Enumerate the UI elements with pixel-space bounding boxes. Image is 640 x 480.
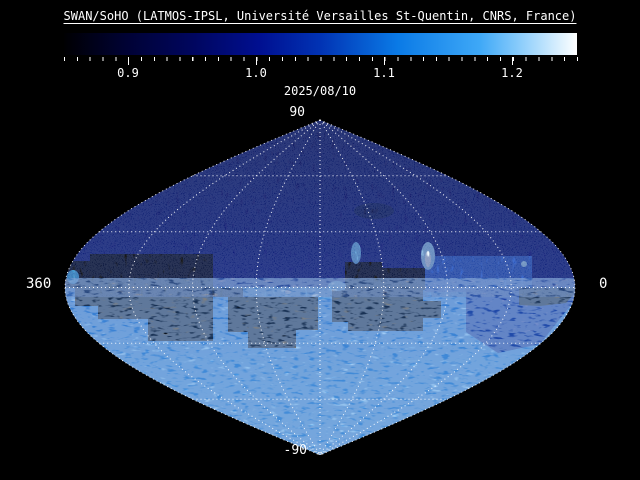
meridian-line xyxy=(319,119,449,456)
longitude-label-right: 0 xyxy=(599,276,608,292)
meridian-line xyxy=(319,119,576,456)
colorbar-tick-label: 1.2 xyxy=(501,66,523,80)
colorbar-major-tick xyxy=(384,57,385,65)
latitude-label-south: -90 xyxy=(283,443,307,458)
colorbar-tick-label: 1.0 xyxy=(245,66,267,80)
meridian-line xyxy=(319,119,512,456)
meridian-line xyxy=(191,119,321,456)
colorbar-major-tick xyxy=(512,57,513,65)
meridian-line xyxy=(319,119,385,456)
colorbar-tick-label: 0.9 xyxy=(117,66,139,80)
latitude-label-north: 90 xyxy=(289,105,305,120)
meridian-line xyxy=(255,119,321,456)
colorbar xyxy=(64,33,577,55)
graticule xyxy=(64,119,576,456)
colorbar-major-tick xyxy=(128,57,129,65)
colorbar-minor-ticks xyxy=(64,57,578,61)
plot-title: SWAN/SoHO (LATMOS-IPSL, Université Versa… xyxy=(63,9,577,23)
colorbar-tick-label: 1.1 xyxy=(373,66,395,80)
meridian-line xyxy=(128,119,321,456)
longitude-label-left: 360 xyxy=(26,276,52,292)
south-dark-noise xyxy=(65,287,575,455)
date-label: 2025/08/10 xyxy=(283,84,357,98)
colorbar-major-tick xyxy=(256,57,257,65)
